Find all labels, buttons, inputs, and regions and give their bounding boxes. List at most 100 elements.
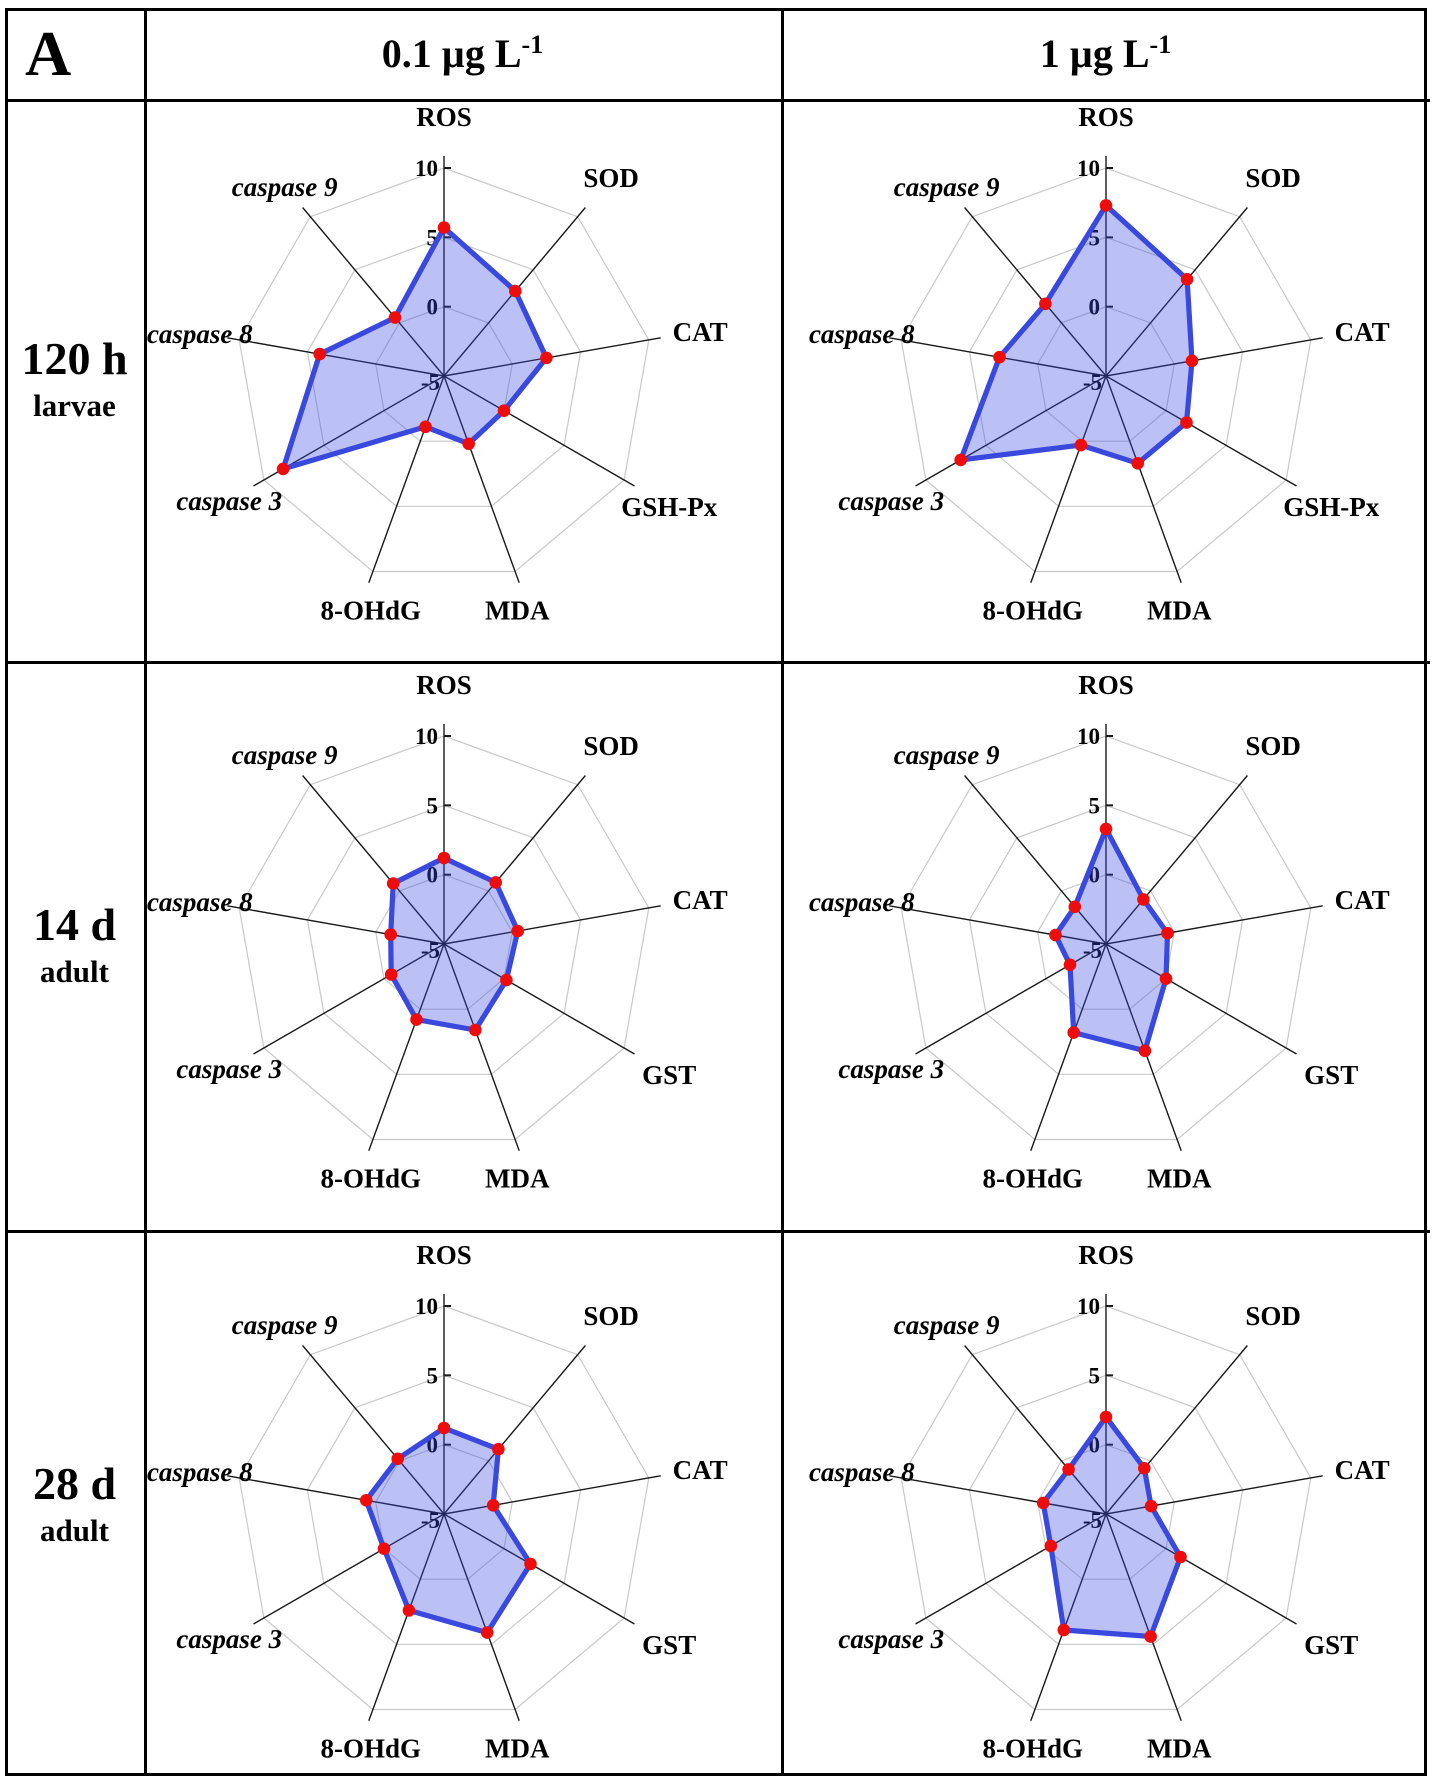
data-point-GST	[500, 973, 513, 987]
row-label-28d-adult: 28 d adult	[5, 1230, 144, 1779]
axis-label-MDA: MDA	[485, 1734, 550, 1764]
axis-label-GSH-Px: GSH-Px	[1283, 492, 1380, 522]
data-point-caspase 9	[1068, 900, 1082, 914]
data-point-caspase 3	[1063, 958, 1077, 972]
radial-axis-ticks	[1106, 1305, 1113, 1446]
axis-label-CAT: CAT	[673, 885, 728, 915]
tick-label-5: 5	[427, 1363, 439, 1388]
radar-spokes	[889, 1294, 1323, 1721]
data-point-MDA	[1144, 1630, 1157, 1643]
radar-chart-14-d-adult-0.1-µg-L-1: 10 5 0 -5 ROS SOD CAT GST MDA 8-OHdG caspase 3 casp…	[147, 670, 728, 1194]
table-divider-vertical-2	[781, 8, 784, 1776]
data-point-ROS	[1099, 1410, 1113, 1424]
data-point-caspase 9	[1039, 297, 1052, 311]
data-point-caspase 9	[1062, 1463, 1075, 1476]
axis-label-8-OHdG: 8-OHdG	[982, 1164, 1083, 1194]
data-point-SOD	[1138, 1462, 1151, 1475]
data-point-caspase 8	[313, 347, 326, 361]
radar-spokes	[889, 156, 1323, 583]
row-time-label: 120 h	[21, 333, 128, 385]
radar-chart-120-h-larvae-1-µg-L-1: 10 5 0 -5 ROS SOD CAT GSH-Px MDA 8-OHdG caspase 3 c…	[809, 102, 1390, 626]
axis-label-ROS: ROS	[416, 1240, 472, 1270]
data-point-SOD	[492, 1442, 505, 1456]
column-header-dose-1: 1 µg L -1	[1039, 29, 1172, 76]
tick-label--5: -5	[421, 938, 440, 963]
tick-label--5: -5	[421, 1508, 440, 1533]
data-point-CAT	[486, 1499, 500, 1512]
radar-spokes	[227, 724, 661, 1151]
tick-label-10: 10	[1077, 156, 1100, 181]
axis-label-caspase 3: caspase 3	[838, 486, 944, 516]
data-point-caspase 3	[384, 968, 398, 981]
axis-label-ROS: ROS	[1078, 1240, 1134, 1270]
axis-label-MDA: MDA	[1147, 596, 1212, 626]
table-divider-horizontal-header	[5, 99, 1430, 102]
data-point-CAT	[511, 924, 524, 938]
axis-label-CAT: CAT	[1335, 885, 1390, 915]
tick-label-5: 5	[427, 793, 439, 818]
data-point-MDA	[1131, 457, 1145, 470]
data-point-CAT	[1185, 354, 1199, 368]
tick-label--5: -5	[1083, 370, 1102, 395]
data-point-SOD	[489, 876, 502, 889]
axis-label-caspase 8: caspase 8	[147, 887, 253, 917]
axis-label-8-OHdG: 8-OHdG	[982, 596, 1083, 626]
axis-label-SOD: SOD	[1245, 731, 1301, 761]
data-point-caspase 8	[384, 928, 397, 941]
data-point-CAT	[540, 351, 553, 365]
axis-label-caspase 9: caspase 9	[232, 740, 338, 770]
axis-label-ROS: ROS	[416, 670, 472, 700]
axis-label-caspase 8: caspase 8	[809, 1457, 915, 1487]
data-point-caspase 9	[386, 877, 400, 890]
axis-label-GST: GST	[1304, 1060, 1358, 1090]
radar-data-polygon	[1040, 1414, 1184, 1640]
dose-text: 0.1 µg L	[381, 31, 522, 76]
row-stage-label: adult	[40, 953, 109, 989]
tick-label--5: -5	[421, 370, 440, 395]
tick-label-0: 0	[427, 295, 439, 320]
data-point-caspase 8	[1036, 1496, 1050, 1510]
radar-data-polygon	[280, 225, 550, 472]
axis-label-caspase 3: caspase 3	[838, 1624, 944, 1654]
radar-grid-rings	[238, 167, 650, 573]
radar-grid-rings	[900, 167, 1312, 573]
axis-label-CAT: CAT	[1335, 317, 1390, 347]
axis-label-ROS: ROS	[1078, 670, 1134, 700]
data-point-caspase 3	[954, 453, 967, 467]
data-point-MDA	[469, 1023, 482, 1037]
data-point-8-OHdG	[402, 1604, 416, 1617]
radar-chart-14-d-adult-1-µg-L-1: 10 5 0 -5 ROS SOD CAT GST MDA 8-OHdG caspase 3 casp…	[809, 670, 1390, 1194]
table-divider-vertical-1	[144, 8, 147, 1776]
axis-label-caspase 9: caspase 9	[232, 1310, 338, 1340]
radial-axis-ticks	[1106, 167, 1113, 308]
axis-label-caspase 9: caspase 9	[894, 172, 1000, 202]
data-point-ROS	[437, 221, 451, 234]
axis-label-caspase 9: caspase 9	[894, 740, 1000, 770]
axis-label-8-OHdG: 8-OHdG	[320, 1734, 421, 1764]
data-point-GST	[1174, 1550, 1187, 1564]
axis-label-GST: GST	[642, 1630, 696, 1660]
radar-spokes	[227, 1294, 661, 1721]
row-label-14d-adult: 14 d adult	[5, 661, 144, 1230]
tick-label-5: 5	[1089, 793, 1101, 818]
row-time-label: 28 d	[32, 1457, 117, 1509]
axis-label-8-OHdG: 8-OHdG	[320, 1164, 421, 1194]
axis-label-GST: GST	[1304, 1630, 1358, 1660]
radar-chart-28-d-adult-0.1-µg-L-1: 10 5 0 -5 ROS SOD CAT GST MDA 8-OHdG caspase 3 casp…	[147, 1240, 728, 1764]
data-point-MDA	[480, 1626, 494, 1639]
axis-label-CAT: CAT	[673, 317, 728, 347]
data-point-CAT	[1161, 926, 1174, 940]
radial-axis-ticks	[444, 1305, 451, 1446]
radar-chart-120-h-larvae-0.1-µg-L-1: 10 5 0 -5 ROS SOD CAT GSH-Px MDA 8-OHdG caspase 3 c…	[147, 102, 728, 626]
axis-label-MDA: MDA	[485, 1164, 550, 1194]
data-point-8-OHdG	[419, 420, 432, 434]
data-point-ROS	[437, 1421, 451, 1435]
radar-grid-rings	[238, 1305, 650, 1711]
tick-label-10: 10	[415, 724, 438, 749]
axis-label-caspase 8: caspase 8	[809, 319, 915, 349]
radial-axis-ticks	[444, 167, 451, 308]
table-border	[5, 8, 1427, 1776]
data-point-8-OHdG	[410, 1013, 423, 1026]
axis-label-CAT: CAT	[673, 1455, 728, 1485]
